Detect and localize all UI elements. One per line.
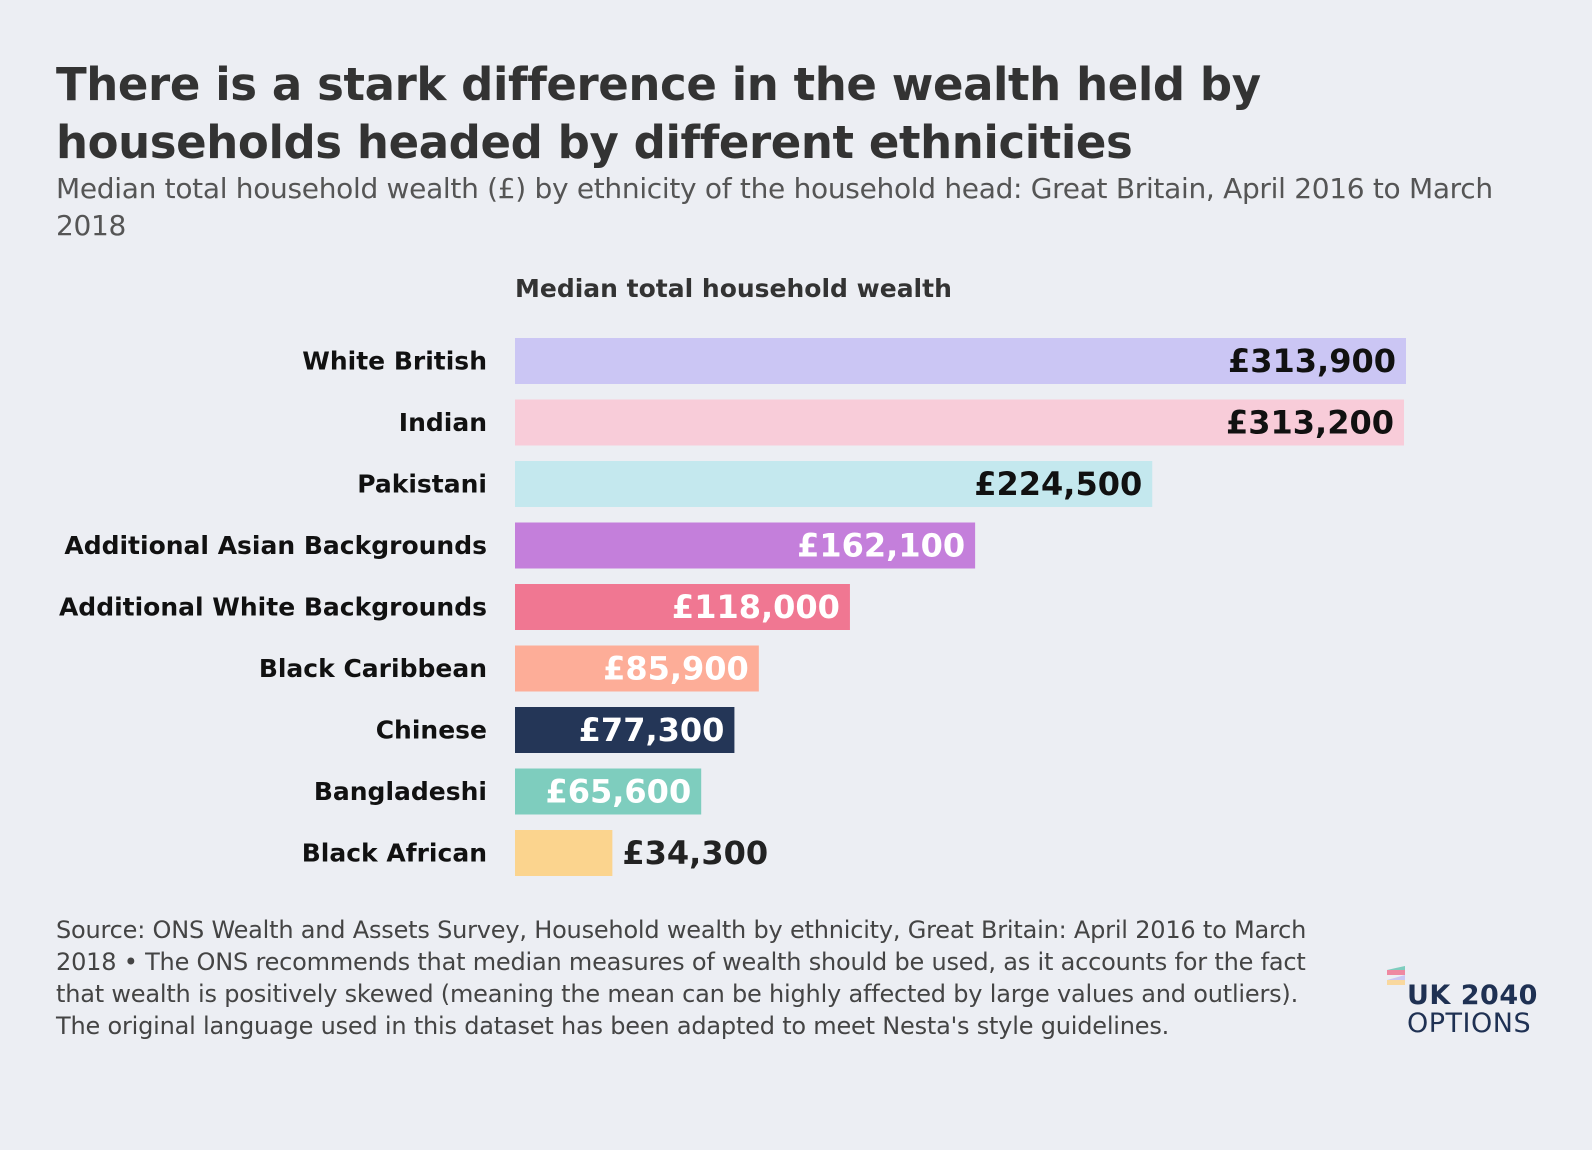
value-label-chinese: £77,300 <box>579 711 725 749</box>
value-label-additional-white-backgrounds: £118,000 <box>672 588 840 626</box>
category-label-bangladeshi: Bangladeshi <box>314 777 487 806</box>
chart-title: There is a stark difference in the wealt… <box>56 58 1261 169</box>
source-text: Source: ONS Wealth and Assets Survey, Ho… <box>56 916 1307 1008</box>
category-label-white-british: White British <box>302 347 487 376</box>
bar-indian <box>515 399 1405 446</box>
logo-text-line1: UK 2040 <box>1407 980 1538 1011</box>
bar-additional-white-backgrounds <box>515 584 850 630</box>
category-label-pakistani: Pakistani <box>357 470 487 499</box>
value-label-black-african: £34,300 <box>622 834 768 872</box>
value-label-bangladeshi: £65,600 <box>545 773 691 811</box>
category-label-additional-white-backgrounds: Additional White Backgrounds <box>59 593 487 622</box>
value-label-indian: £313,200 <box>1226 404 1394 442</box>
source-note: Source: ONS Wealth and Assets Survey, Ho… <box>56 914 1356 1042</box>
category-label-indian: Indian <box>399 408 487 437</box>
category-label-black-african: Black African <box>302 839 487 868</box>
value-label-black-caribbean: £85,900 <box>603 650 749 688</box>
bar-black-african <box>515 830 613 876</box>
value-label-pakistani: £224,500 <box>974 465 1142 503</box>
bar-bangladeshi <box>515 768 702 815</box>
chart-subtitle: Median total household wealth (£) by eth… <box>56 172 1493 242</box>
logo-text-line2: OPTIONS <box>1407 1008 1532 1039</box>
category-label-additional-asian-backgrounds: Additional Asian Backgrounds <box>64 531 487 560</box>
bar-pakistani <box>515 461 1153 507</box>
bar-chart: White British £313,900 Indian £313,200 Pakis… <box>59 338 1406 876</box>
uk-2040-options-logo: UK 2040 OPTIONS <box>1385 964 1545 1044</box>
value-label-white-british: £313,900 <box>1228 342 1396 380</box>
bar-white-british <box>515 338 1406 384</box>
category-label-chinese: Chinese <box>376 716 487 745</box>
value-label-additional-asian-backgrounds: £162,100 <box>797 527 965 565</box>
bar-additional-asian-backgrounds <box>515 522 976 569</box>
bar-chinese <box>515 707 735 753</box>
triangle-stripes-icon <box>1387 966 1405 985</box>
bar-black-caribbean <box>515 645 759 692</box>
style-note: The original language used in this datas… <box>56 1012 1170 1040</box>
value-axis-title: Median total household wealth <box>515 274 952 303</box>
category-label-black-caribbean: Black Caribbean <box>259 654 487 683</box>
